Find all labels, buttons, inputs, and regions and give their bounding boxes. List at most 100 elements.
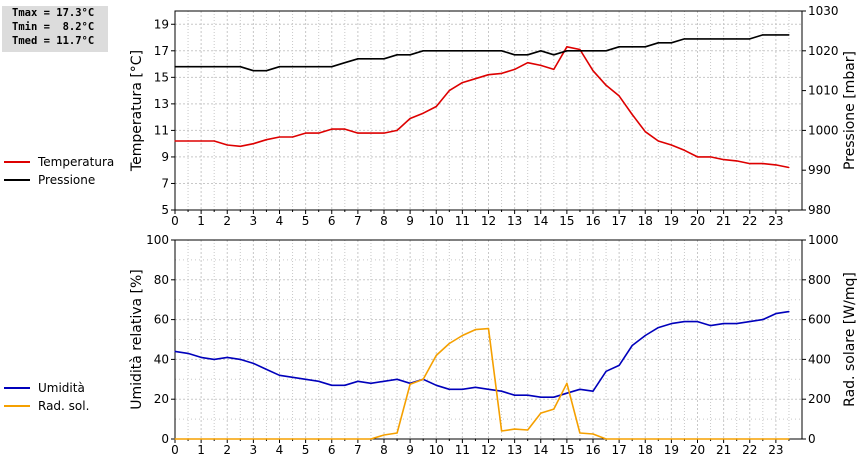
data-point-umidit [631, 344, 633, 347]
y-right-tick-label: 1010 [808, 84, 839, 98]
data-point-pressione [631, 46, 633, 48]
y-right-tick-label: 800 [808, 273, 831, 287]
legend-item-temperatura: Temperatura [4, 153, 114, 171]
data-point-pressione [344, 62, 346, 64]
data-point-temperatura [461, 82, 463, 84]
data-point-rad-sol [200, 438, 202, 440]
data-point-pressione [331, 66, 333, 68]
data-point-rad-sol [644, 438, 646, 440]
data-point-umidit [226, 356, 228, 359]
data-point-rad-sol [409, 383, 411, 385]
data-point-pressione [500, 50, 503, 52]
legend-item-umidita: Umidità [4, 379, 89, 397]
data-point-umidit [461, 388, 463, 390]
data-point-rad-sol [239, 438, 241, 440]
data-point-temperatura [605, 84, 607, 86]
y-left-tick-label: 5 [161, 203, 169, 217]
x-tick-label: 2 [223, 443, 231, 457]
legend-label-pressione: Pressione [38, 173, 96, 187]
legend-label-temperatura: Temperatura [38, 155, 115, 169]
data-point-pressione [657, 42, 659, 44]
x-tick-label: 2 [223, 214, 231, 228]
y-left-axis-label: Umidità relativa [%] [129, 269, 145, 410]
data-point-pressione [370, 58, 372, 60]
data-point-rad-sol [265, 438, 268, 440]
data-point-rad-sol [723, 438, 725, 440]
data-point-pressione [422, 50, 424, 52]
data-point-pressione [540, 50, 542, 52]
data-point-umidit [657, 326, 659, 329]
data-point-temperatura [723, 158, 725, 161]
series-line-temperatura [175, 45, 790, 169]
legend-bottom: Umidità Rad. sol. [4, 379, 89, 415]
data-point-rad-sol [396, 432, 398, 434]
data-point-rad-sol [566, 382, 568, 384]
data-point-temperatura [213, 140, 215, 142]
x-tick-label: 12 [481, 443, 496, 457]
data-point-umidit [487, 388, 490, 390]
data-point-pressione [278, 66, 281, 68]
x-tick-label: 3 [250, 214, 258, 228]
data-point-rad-sol [252, 438, 254, 440]
x-tick-label: 15 [559, 443, 574, 457]
data-point-pressione [579, 50, 581, 52]
x-tick-label: 19 [664, 443, 679, 457]
legend-item-pressione: Pressione [4, 171, 114, 189]
x-tick-label: 6 [328, 443, 336, 457]
x-tick-label: 4 [276, 214, 284, 228]
stat-tmed: Tmed = 11.7°C [12, 35, 95, 47]
data-point-umidit [775, 313, 777, 315]
data-point-pressione [174, 66, 176, 68]
data-point-temperatura [670, 144, 672, 146]
data-point-pressione [749, 38, 751, 40]
data-point-temperatura [200, 140, 202, 142]
y-left-tick-label: 7 [161, 176, 169, 190]
legend-item-rad-sol: Rad. sol. [4, 397, 89, 415]
x-tick-label: 14 [533, 214, 548, 228]
legend-swatch-temperatura [4, 161, 30, 163]
y-left-tick-label: 20 [154, 392, 169, 406]
y-left-tick-label: 17 [154, 44, 169, 58]
y-right-tick-label: 1000 [808, 233, 839, 247]
data-point-temperatura [696, 156, 699, 158]
data-point-rad-sol [592, 433, 594, 435]
data-point-temperatura [305, 132, 307, 134]
data-point-pressione [723, 38, 725, 40]
data-point-rad-sol [278, 438, 281, 440]
data-point-umidit [187, 352, 189, 355]
data-point-pressione [709, 38, 712, 40]
data-point-rad-sol [213, 438, 215, 440]
x-tick-label: 22 [742, 214, 757, 228]
data-point-pressione [291, 66, 294, 68]
data-point-pressione [213, 66, 215, 68]
x-tick-label: 20 [690, 443, 705, 457]
data-point-rad-sol [422, 378, 424, 380]
series-line-umidit [174, 310, 790, 399]
data-point-rad-sol [187, 438, 189, 440]
data-point-umidit [749, 320, 751, 323]
data-point-rad-sol [683, 438, 686, 440]
data-point-umidit [605, 370, 607, 372]
data-point-temperatura [409, 117, 411, 120]
data-point-umidit [383, 380, 385, 382]
data-point-pressione [487, 50, 490, 52]
legend-swatch-rad-sol [4, 405, 30, 407]
data-point-rad-sol [709, 438, 712, 440]
data-point-umidit [644, 334, 646, 337]
data-point-umidit [239, 358, 241, 360]
x-tick-label: 18 [638, 214, 653, 228]
data-point-temperatura [396, 129, 398, 131]
data-point-rad-sol [749, 438, 751, 440]
data-point-temperatura [331, 128, 333, 130]
y-left-tick-label: 80 [154, 273, 169, 287]
data-point-temperatura [566, 46, 568, 48]
data-point-pressione [200, 66, 202, 68]
data-point-pressione [696, 38, 699, 40]
data-point-rad-sol [318, 438, 320, 440]
series-line-pressione [175, 34, 789, 72]
legend-swatch-umidita [4, 387, 30, 389]
data-point-umidit [540, 396, 542, 398]
data-point-temperatura [762, 162, 764, 165]
y-left-tick-label: 19 [154, 17, 169, 31]
data-point-pressione [265, 70, 268, 72]
